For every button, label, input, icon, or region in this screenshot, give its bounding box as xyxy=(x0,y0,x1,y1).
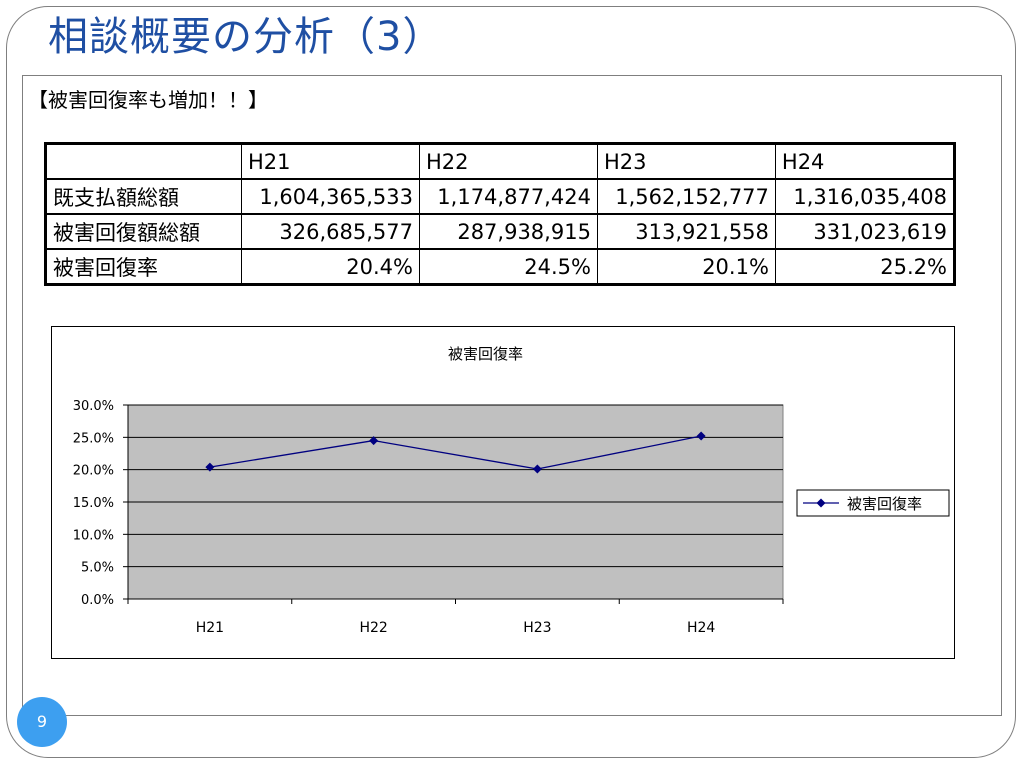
line-chart: 被害回復率 0.0% 5.0% 10.0% 15.0% 20.0% 25.0% 30.0% H2… xyxy=(73,345,950,636)
y-tick-label: 25.0% xyxy=(73,431,114,446)
table-header-cell: H22 xyxy=(418,143,598,180)
table-header-cell xyxy=(45,143,242,180)
chart-title: 被害回復率 xyxy=(448,345,523,363)
chart-container: 被害回復率 0.0% 5.0% 10.0% 15.0% 20.0% 25.0% 30.0% H2… xyxy=(51,326,955,659)
series-line xyxy=(209,435,702,470)
table-cell: 1,604,365,533 xyxy=(241,178,420,215)
x-tick-label: H21 xyxy=(196,620,224,636)
table-cell: 24.5% xyxy=(418,248,598,285)
table-header-cell: H24 xyxy=(774,143,956,180)
x-tick-label: H22 xyxy=(359,620,387,636)
table-row: 既支払額総額 1,604,365,533 1,174,877,424 1,562… xyxy=(45,178,956,215)
row-label: 既支払額総額 xyxy=(45,178,242,215)
table-header-cell: H21 xyxy=(241,143,420,180)
x-tick-label: H23 xyxy=(523,620,551,636)
y-tick-label: 20.0% xyxy=(73,464,114,479)
data-point xyxy=(205,462,215,472)
table-cell: 287,938,915 xyxy=(418,213,598,250)
row-label: 被害回復額総額 xyxy=(45,213,242,250)
y-tick-label: 5.0% xyxy=(81,561,114,576)
data-point xyxy=(696,431,706,441)
table-cell: 326,685,577 xyxy=(241,213,420,250)
table-row: 被害回復額総額 326,685,577 287,938,915 313,921,… xyxy=(45,213,956,250)
table-cell: 20.1% xyxy=(596,248,776,285)
page-number-badge: 9 xyxy=(17,697,67,747)
table-header-row: H21 H22 H23 H24 xyxy=(45,143,956,180)
data-point xyxy=(369,436,379,446)
y-tick-label: 15.0% xyxy=(73,496,114,511)
table-cell: 313,921,558 xyxy=(596,213,776,250)
table-cell: 331,023,619 xyxy=(774,213,956,250)
table-cell: 1,562,152,777 xyxy=(596,178,776,215)
table-cell: 1,174,877,424 xyxy=(418,178,598,215)
table-cell: 25.2% xyxy=(774,248,956,285)
table-row: 被害回復率 20.4% 24.5% 20.1% 25.2% xyxy=(45,248,956,285)
x-tick-label: H24 xyxy=(687,620,715,636)
table-cell: 1,316,035,408 xyxy=(774,178,956,215)
y-tick-label: 0.0% xyxy=(81,593,114,608)
legend-marker xyxy=(816,498,826,508)
data-point xyxy=(532,464,542,474)
slide-subtitle: 【被害回復率も増加！！】 xyxy=(28,88,268,112)
y-tick-label: 10.0% xyxy=(73,528,114,543)
table-cell: 20.4% xyxy=(241,248,420,285)
data-table: H21 H22 H23 H24 既支払額総額 1,604,365,533 1,1… xyxy=(44,142,956,286)
slide-frame xyxy=(6,6,1016,758)
y-tick-label: 30.0% xyxy=(73,399,114,414)
row-label: 被害回復率 xyxy=(45,248,242,285)
legend-label: 被害回復率 xyxy=(847,495,922,513)
table-header-cell: H23 xyxy=(596,143,776,180)
slide-title: 相談概要の分析（3） xyxy=(48,14,444,60)
